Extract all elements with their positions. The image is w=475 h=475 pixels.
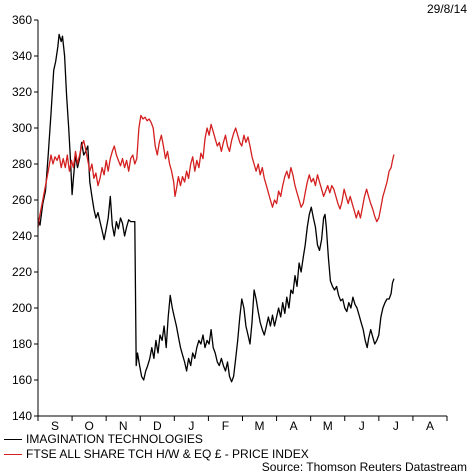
y-tick-label: 200: [12, 301, 32, 315]
legend: IMAGINATION TECHNOLOGIES FTSE ALL SHARE …: [4, 432, 309, 462]
x-tick-label: S: [51, 419, 59, 433]
y-tick-label: 140: [12, 409, 32, 423]
y-tick-label: 220: [12, 265, 32, 279]
legend-item-ftse: FTSE ALL SHARE TCH H/W & EQ £ - PRICE IN…: [4, 447, 309, 462]
x-tick-label: N: [119, 419, 128, 433]
y-tick-label: 360: [12, 13, 32, 27]
x-tick-label: M: [255, 419, 265, 433]
series-line-imagination: [37, 33, 395, 383]
series-layer: [37, 33, 395, 383]
legend-label-ftse: FTSE ALL SHARE TCH H/W & EQ £ - PRICE IN…: [26, 447, 309, 461]
legend-swatch-ftse: [4, 454, 22, 455]
legend-label-imagination: IMAGINATION TECHNOLOGIES: [26, 432, 203, 446]
legend-swatch-imagination: [4, 439, 22, 440]
series-line-ftse: [37, 114, 395, 228]
date-stamp: 29/8/14: [426, 2, 467, 16]
y-tick-label: 280: [12, 157, 32, 171]
y-tick-label: 260: [12, 193, 32, 207]
x-tick-label: J: [188, 419, 194, 433]
x-tick-label: A: [426, 419, 434, 433]
y-tick-label: 160: [12, 373, 32, 387]
source-note: Source: Thomson Reuters Datastream: [261, 460, 467, 474]
y-tick-label: 180: [12, 337, 32, 351]
x-tick-label: J: [359, 419, 365, 433]
x-tick-label: M: [323, 419, 333, 433]
x-tick-label: F: [222, 419, 229, 433]
y-tick-label: 300: [12, 121, 32, 135]
legend-item-imagination: IMAGINATION TECHNOLOGIES: [4, 432, 309, 447]
x-tick-label: O: [84, 419, 93, 433]
y-tick-label: 340: [12, 49, 32, 63]
y-tick-label: 320: [12, 85, 32, 99]
x-tick-label: J: [393, 419, 399, 433]
y-axis-ticks: 140 160 180 200 220 240 260 280 300 320 340 360: [12, 13, 38, 423]
x-tick-label: A: [290, 419, 298, 433]
y-tick-label: 240: [12, 229, 32, 243]
x-tick-label: D: [153, 419, 162, 433]
